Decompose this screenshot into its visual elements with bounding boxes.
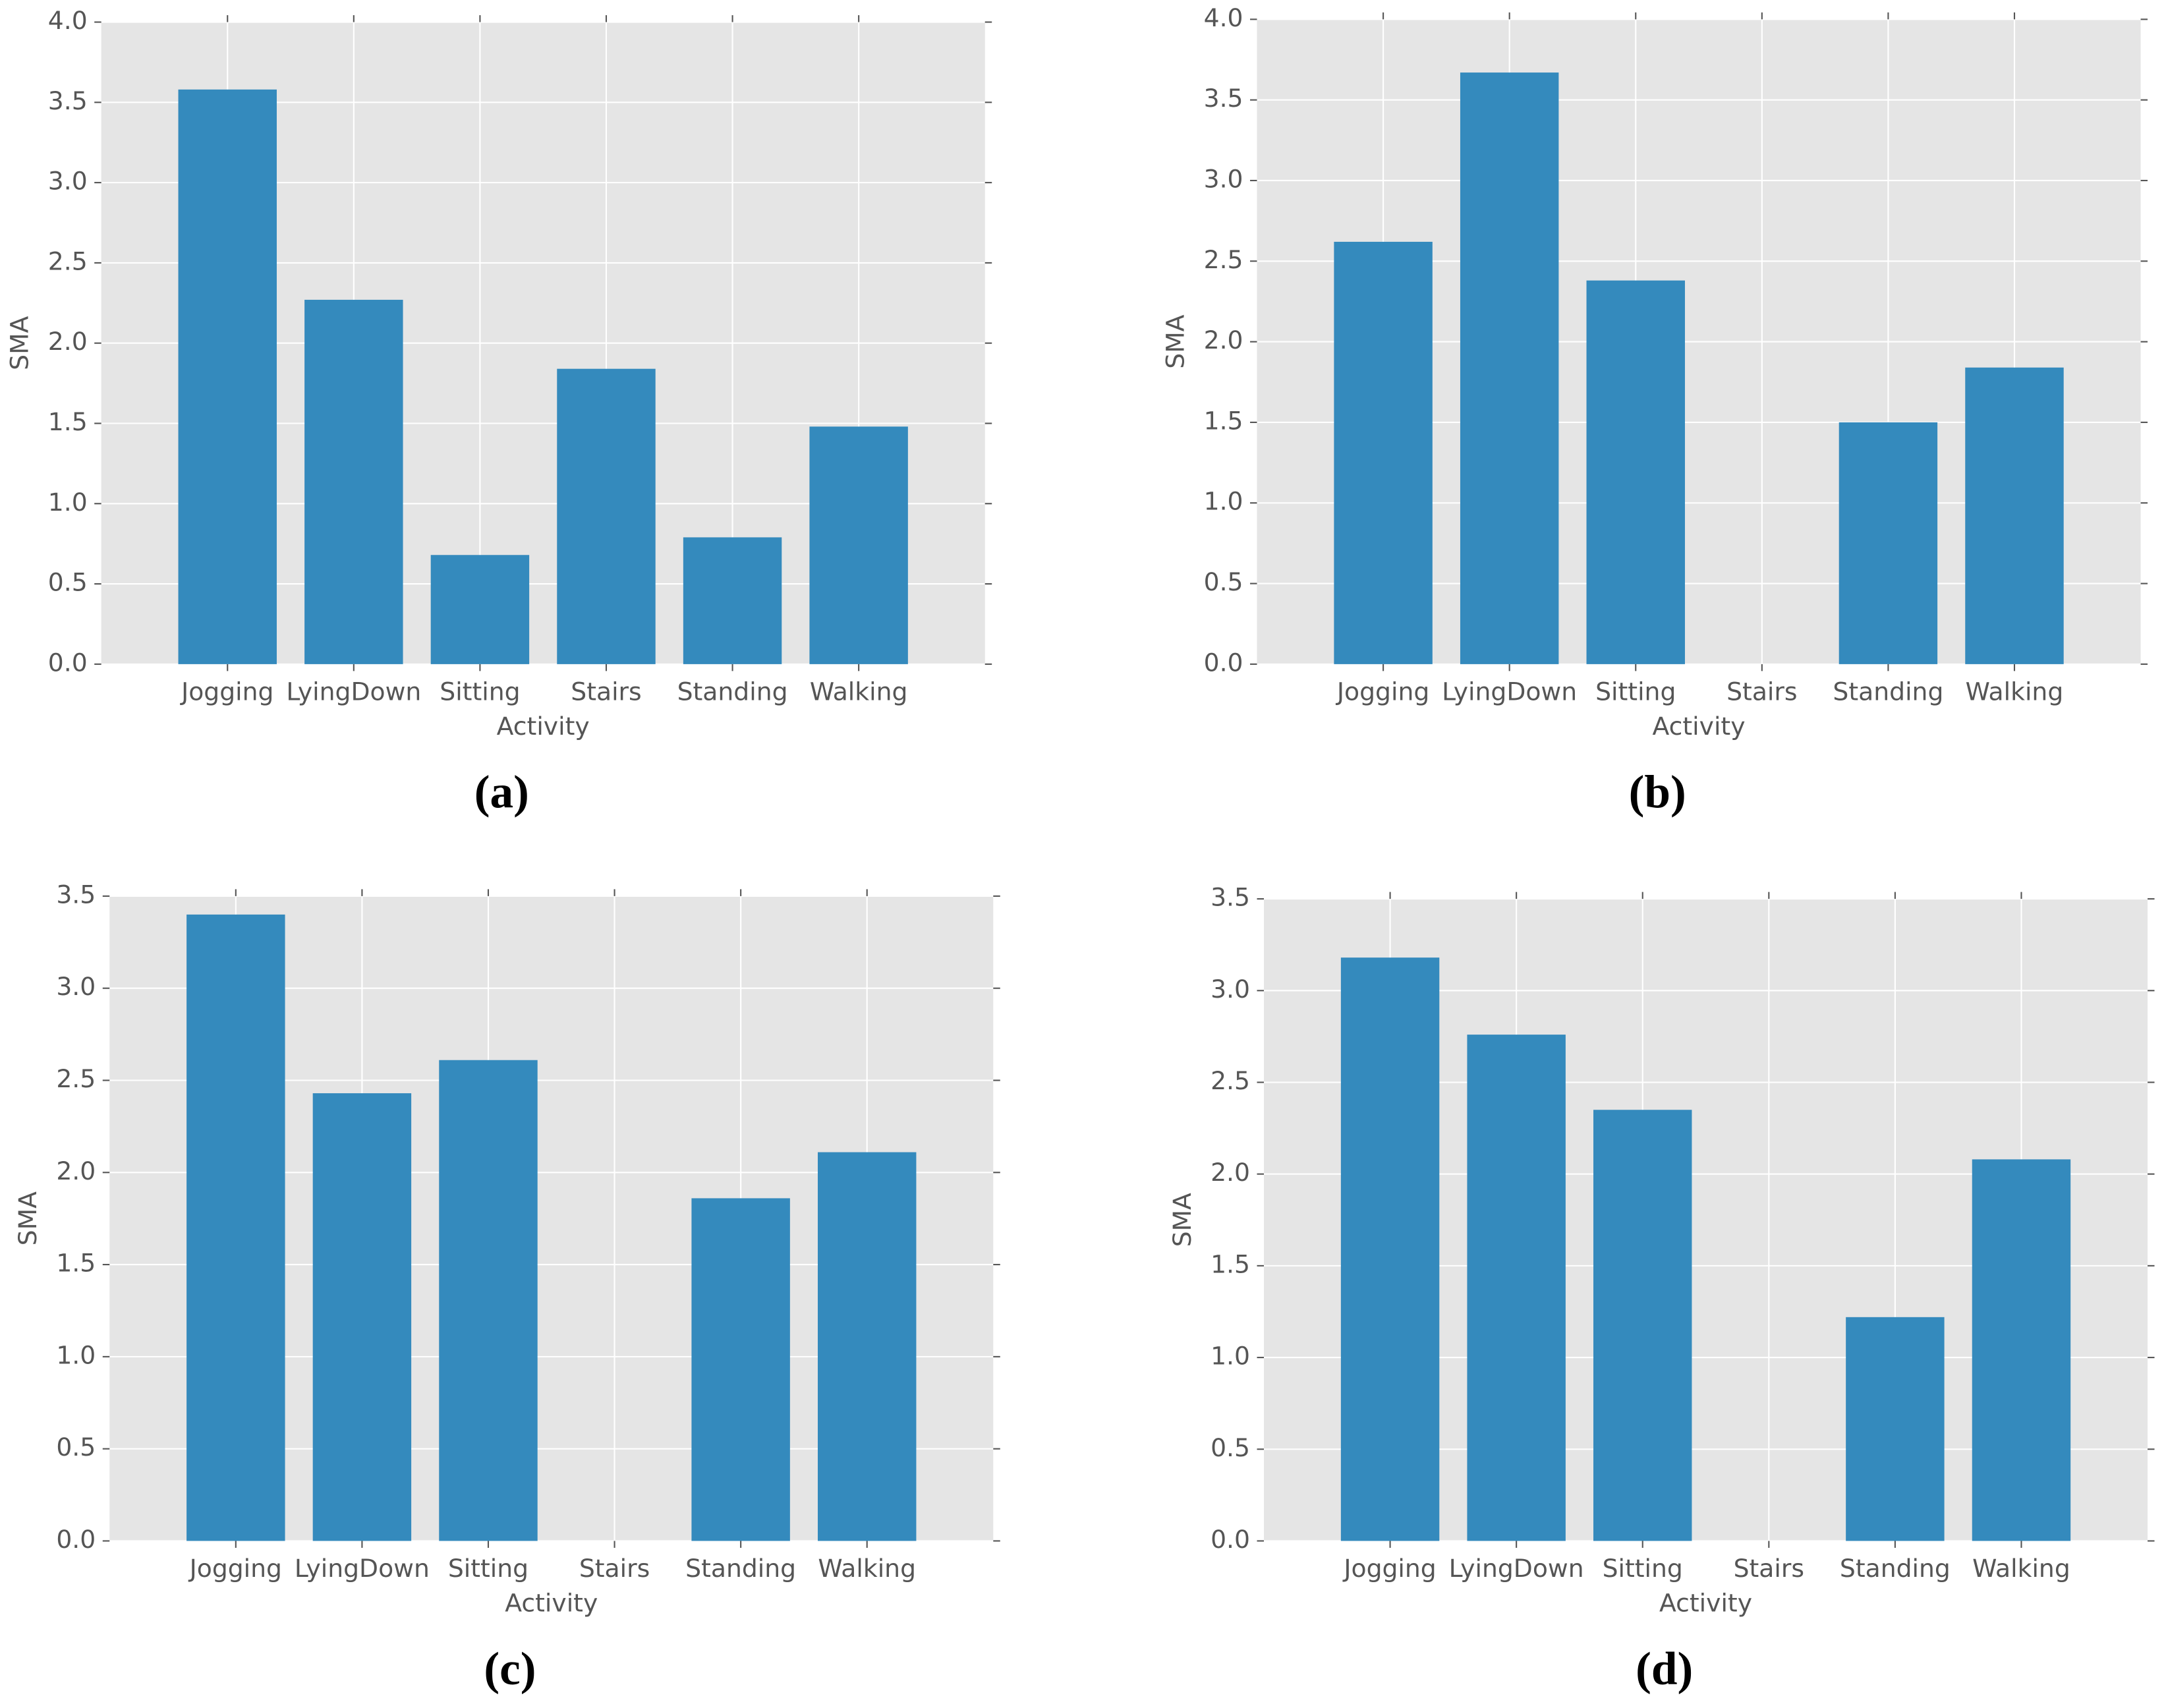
- y-tick-label: 3.5: [56, 880, 96, 909]
- x-tick-label: Jogging: [1342, 1554, 1436, 1583]
- y-axis-label: SMA: [5, 316, 34, 370]
- bar: [1593, 1110, 1692, 1541]
- y-tick-label: 1.5: [1211, 1249, 1250, 1278]
- y-tick-label: 3.5: [48, 86, 88, 115]
- bar: [1334, 241, 1433, 664]
- bar: [430, 555, 530, 664]
- y-tick-label: 1.0: [48, 488, 88, 517]
- bar: [186, 914, 285, 1541]
- y-tick-label: 2.5: [56, 1064, 96, 1093]
- x-tick-label: Jogging: [180, 677, 273, 706]
- bar: [809, 426, 908, 664]
- y-tick-label: 3.0: [1204, 164, 1243, 193]
- y-tick-label: 2.5: [1211, 1066, 1250, 1095]
- y-tick-label: 0.0: [56, 1525, 96, 1554]
- y-tick-label: 2.0: [48, 327, 88, 356]
- x-tick-label: Stairs: [571, 677, 641, 706]
- y-tick-label: 0.5: [1204, 567, 1243, 596]
- panel-title: (c): [484, 1643, 536, 1695]
- y-tick-label: 0.0: [1204, 648, 1243, 677]
- y-tick-label: 2.5: [1204, 245, 1243, 274]
- y-tick-label: 3.0: [1211, 975, 1250, 1004]
- x-tick-label: Sitting: [1603, 1554, 1683, 1583]
- x-tick-label: Sitting: [440, 677, 520, 706]
- y-tick-label: 0.5: [56, 1433, 96, 1462]
- y-tick-label: 2.0: [56, 1156, 96, 1185]
- x-tick-label: Standing: [1833, 677, 1943, 706]
- x-axis-label: Activity: [1659, 1588, 1752, 1617]
- y-tick-label: 4.0: [1204, 3, 1243, 32]
- y-tick-label: 1.0: [1211, 1342, 1250, 1371]
- x-tick-label: Standing: [1840, 1554, 1951, 1583]
- bar: [683, 537, 782, 664]
- bar: [1586, 280, 1685, 664]
- x-tick-label: Walking: [1972, 1554, 2070, 1583]
- x-axis-label: Activity: [497, 712, 590, 741]
- x-tick-label: Stairs: [1734, 1554, 1804, 1583]
- y-tick-label: 0.0: [1211, 1525, 1250, 1554]
- bar: [1846, 1317, 1945, 1541]
- bar: [691, 1198, 790, 1541]
- y-tick-label: 1.5: [48, 407, 88, 436]
- x-tick-label: LyingDown: [1442, 677, 1577, 706]
- y-tick-label: 0.5: [1211, 1433, 1250, 1462]
- y-tick-label: 0.0: [48, 648, 88, 677]
- panel-title: (b): [1629, 766, 1686, 818]
- y-tick-label: 4.0: [48, 6, 88, 35]
- x-tick-label: Jogging: [188, 1554, 282, 1583]
- x-tick-label: Standing: [677, 677, 788, 706]
- panel-title: (d): [1636, 1643, 1693, 1695]
- bar: [178, 89, 277, 664]
- y-tick-label: 1.0: [1204, 487, 1243, 516]
- y-tick-label: 1.5: [56, 1249, 96, 1278]
- y-tick-label: 2.5: [48, 246, 88, 275]
- y-tick-label: 3.5: [1211, 883, 1250, 912]
- x-tick-label: Standing: [685, 1554, 796, 1583]
- x-tick-label: Sitting: [1595, 677, 1676, 706]
- x-tick-label: LyingDown: [1449, 1554, 1584, 1583]
- bar: [1965, 367, 2064, 664]
- bar: [1467, 1035, 1566, 1541]
- y-tick-label: 3.0: [48, 167, 88, 196]
- bar: [1460, 72, 1559, 664]
- x-tick-label: LyingDown: [295, 1554, 430, 1583]
- bar: [1838, 422, 1938, 664]
- x-tick-label: Sitting: [448, 1554, 528, 1583]
- bar: [557, 368, 656, 664]
- x-tick-label: Walking: [810, 677, 908, 706]
- x-tick-label: Stairs: [579, 1554, 650, 1583]
- y-axis-label: SMA: [13, 1191, 42, 1245]
- x-tick-label: Walking: [1966, 677, 2064, 706]
- bar: [439, 1060, 538, 1541]
- x-axis-label: Activity: [1653, 712, 1746, 741]
- bar: [304, 299, 403, 664]
- x-tick-label: Stairs: [1726, 677, 1797, 706]
- x-tick-label: Jogging: [1336, 677, 1429, 706]
- bar: [312, 1093, 412, 1541]
- y-tick-label: 3.5: [1204, 84, 1243, 113]
- x-axis-label: Activity: [505, 1588, 598, 1617]
- y-tick-label: 3.0: [56, 972, 96, 1001]
- y-axis-label: SMA: [1160, 314, 1189, 368]
- y-tick-label: 1.5: [1204, 406, 1243, 435]
- x-tick-label: LyingDown: [286, 677, 421, 706]
- y-axis-label: SMA: [1168, 1193, 1197, 1247]
- bar: [1340, 957, 1440, 1541]
- y-tick-label: 2.0: [1211, 1158, 1250, 1187]
- y-tick-label: 2.0: [1204, 326, 1243, 355]
- panel-title: (a): [474, 766, 529, 818]
- y-tick-label: 1.0: [56, 1340, 96, 1369]
- x-tick-label: Walking: [818, 1554, 916, 1583]
- bar: [1972, 1159, 2071, 1541]
- y-tick-label: 0.5: [48, 568, 88, 597]
- bar: [818, 1152, 917, 1541]
